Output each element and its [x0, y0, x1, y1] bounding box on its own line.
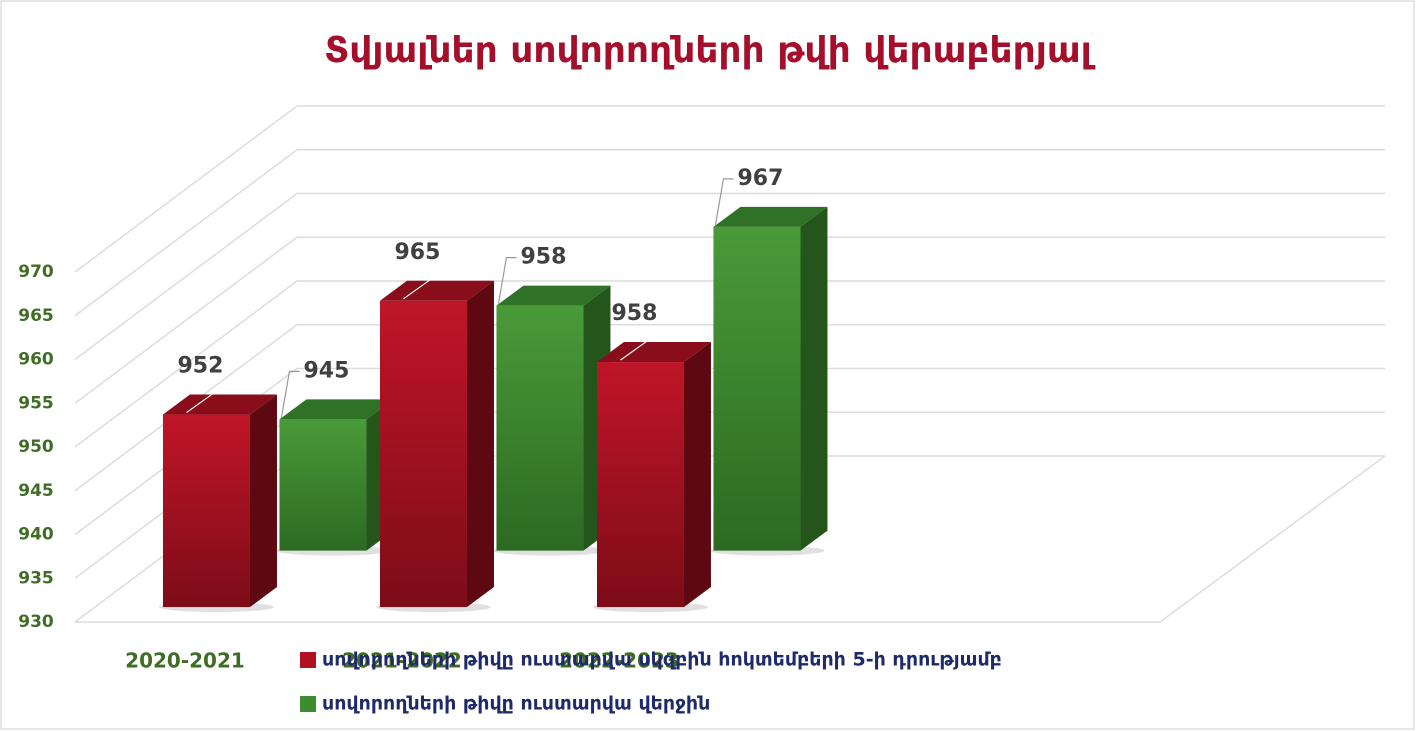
- bar: [492, 285, 611, 556]
- x-tick-label: 2021-2022: [342, 649, 462, 673]
- leader-line: [280, 370, 300, 418]
- bar-front: [596, 362, 684, 608]
- bar-side: [466, 280, 494, 608]
- grid-line: [74, 149, 1385, 317]
- leader-line: [497, 257, 517, 304]
- bar-side: [249, 394, 277, 608]
- leader-line: [403, 278, 432, 300]
- bar-top: [279, 399, 394, 420]
- y-tick-label: 955: [18, 393, 54, 413]
- bar-front: [379, 300, 467, 608]
- data-label: 967: [737, 166, 783, 191]
- bar-top: [713, 206, 828, 227]
- bar-top: [496, 285, 611, 306]
- y-tick-label: 970: [18, 262, 54, 282]
- leader-line: [714, 178, 734, 225]
- legend-swatch: [300, 652, 316, 668]
- x-tick-label: 2022-2023: [559, 649, 679, 673]
- data-label: 958: [612, 301, 658, 326]
- leader-line: [620, 339, 649, 361]
- grid-line: [74, 105, 1385, 273]
- legend-label: սովորողների թիվը ուստարվա վերջին: [322, 693, 710, 715]
- bar: [275, 399, 394, 556]
- grid-line: [74, 324, 1385, 492]
- grid-line: [74, 367, 1385, 536]
- y-tick-label: 930: [18, 612, 54, 632]
- floor-edge: [75, 455, 1386, 623]
- bar-front: [279, 419, 367, 551]
- data-label: 945: [303, 358, 349, 383]
- bar-front: [713, 226, 801, 551]
- legend-swatch: [300, 696, 316, 712]
- y-tick-label: 965: [18, 306, 54, 326]
- bar-front: [162, 414, 250, 608]
- grid-line: [74, 236, 1385, 404]
- x-tick-label: 2020-2021: [125, 649, 245, 673]
- bar: [592, 342, 711, 613]
- legend-label: սովորողների թիվը ուստարվա սկզբին հոկտեմբ…: [322, 649, 1002, 671]
- bar-side: [800, 206, 828, 551]
- grid-line: [74, 192, 1385, 361]
- grid-line: [74, 280, 1385, 448]
- y-tick-label: 950: [18, 437, 54, 457]
- chart-title: Տվյալներ սովորողների թվի վերաբերյալ: [324, 30, 1095, 71]
- y-tick-label: 945: [18, 481, 54, 501]
- data-label: 958: [520, 245, 566, 270]
- y-tick-label: 935: [18, 568, 54, 588]
- data-label: 965: [395, 240, 441, 265]
- bar: [709, 206, 828, 556]
- bar-front: [496, 305, 584, 551]
- bar: [158, 394, 277, 613]
- data-label: 952: [178, 354, 224, 379]
- bar: [375, 280, 494, 613]
- y-tick-label: 940: [18, 525, 54, 545]
- bar-side: [683, 342, 711, 608]
- leader-line: [186, 392, 215, 414]
- y-tick-label: 960: [18, 350, 54, 370]
